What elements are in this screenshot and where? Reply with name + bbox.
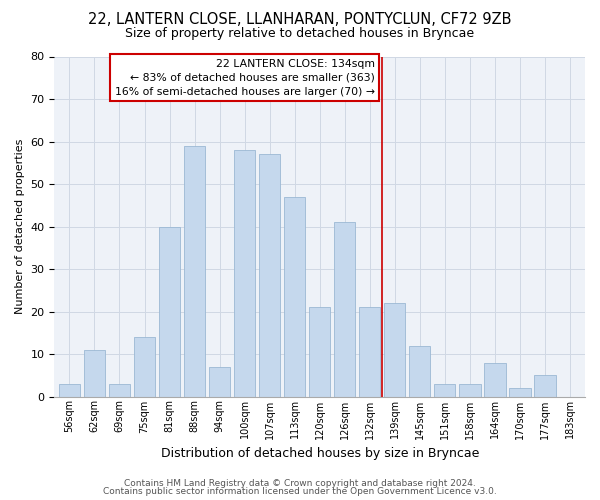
Bar	[434, 384, 455, 396]
Bar	[484, 362, 506, 396]
Text: 22, LANTERN CLOSE, LLANHARAN, PONTYCLUN, CF72 9ZB: 22, LANTERN CLOSE, LLANHARAN, PONTYCLUN,…	[88, 12, 512, 28]
Bar	[284, 197, 305, 396]
Bar	[159, 226, 180, 396]
Bar	[309, 308, 331, 396]
Bar	[84, 350, 105, 397]
Bar	[509, 388, 530, 396]
Text: Contains HM Land Registry data © Crown copyright and database right 2024.: Contains HM Land Registry data © Crown c…	[124, 478, 476, 488]
Bar	[535, 376, 556, 396]
Text: 22 LANTERN CLOSE: 134sqm
← 83% of detached houses are smaller (363)
16% of semi-: 22 LANTERN CLOSE: 134sqm ← 83% of detach…	[115, 58, 375, 96]
Y-axis label: Number of detached properties: Number of detached properties	[15, 139, 25, 314]
Bar	[359, 308, 380, 396]
Bar	[134, 337, 155, 396]
Bar	[459, 384, 481, 396]
Bar	[259, 154, 280, 396]
Bar	[384, 303, 406, 396]
Text: Size of property relative to detached houses in Bryncae: Size of property relative to detached ho…	[125, 28, 475, 40]
Bar	[184, 146, 205, 397]
Bar	[109, 384, 130, 396]
Bar	[334, 222, 355, 396]
Bar	[409, 346, 430, 397]
Bar	[234, 150, 255, 396]
Bar	[59, 384, 80, 396]
X-axis label: Distribution of detached houses by size in Bryncae: Distribution of detached houses by size …	[161, 447, 479, 460]
Bar	[209, 367, 230, 396]
Text: Contains public sector information licensed under the Open Government Licence v3: Contains public sector information licen…	[103, 487, 497, 496]
